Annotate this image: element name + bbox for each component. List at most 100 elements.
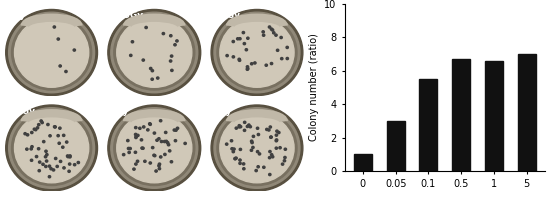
Circle shape [275,147,277,149]
Circle shape [111,12,198,93]
Circle shape [117,18,192,87]
Circle shape [214,12,300,93]
Circle shape [131,41,133,43]
Circle shape [257,151,259,153]
Circle shape [108,105,201,191]
Circle shape [149,123,151,125]
Circle shape [150,67,152,70]
Circle shape [158,163,161,165]
Circle shape [255,170,257,172]
Circle shape [15,18,89,87]
Circle shape [251,63,253,65]
Circle shape [250,149,253,151]
Circle shape [129,147,131,150]
Circle shape [163,140,166,143]
Circle shape [176,40,178,42]
Circle shape [42,140,45,143]
Circle shape [6,10,98,96]
Circle shape [149,162,151,164]
Circle shape [238,126,240,128]
Circle shape [39,161,41,163]
Circle shape [73,49,75,51]
Circle shape [42,163,44,165]
Circle shape [117,113,192,183]
Circle shape [160,156,162,158]
Circle shape [114,15,195,90]
Circle shape [47,123,49,126]
Circle shape [135,135,137,138]
Circle shape [284,148,286,150]
Circle shape [134,136,137,139]
Circle shape [239,126,242,128]
Circle shape [77,161,79,164]
Circle shape [251,141,253,144]
Circle shape [65,70,67,73]
Circle shape [49,165,51,167]
Circle shape [284,156,286,159]
Circle shape [273,32,275,34]
Circle shape [139,127,141,129]
Circle shape [57,135,59,137]
Circle shape [275,134,277,136]
Circle shape [249,126,252,128]
Circle shape [165,140,167,142]
Circle shape [59,65,61,67]
Circle shape [144,160,146,162]
Circle shape [278,132,280,134]
Text: 0Gy: 0Gy [7,11,26,20]
Circle shape [170,60,172,62]
Circle shape [217,110,297,185]
Circle shape [140,139,143,141]
Circle shape [286,58,288,60]
Circle shape [232,151,234,153]
Circle shape [165,131,167,134]
Circle shape [35,129,37,131]
Circle shape [234,157,237,160]
Circle shape [254,62,256,64]
Circle shape [238,58,240,60]
Circle shape [257,166,259,168]
Circle shape [220,18,294,87]
Circle shape [276,130,278,132]
Circle shape [170,161,172,163]
Circle shape [268,157,271,159]
Circle shape [141,147,143,149]
Circle shape [275,140,277,142]
Circle shape [269,126,272,128]
Circle shape [167,144,170,146]
Circle shape [271,29,274,31]
Circle shape [153,155,156,157]
Circle shape [243,129,246,131]
Circle shape [40,120,42,122]
Circle shape [252,146,254,148]
Circle shape [239,38,241,40]
Text: 0.1Gy: 0.1Gy [212,11,241,20]
Circle shape [243,43,246,45]
Circle shape [173,129,176,131]
Circle shape [152,146,154,149]
Circle shape [256,127,259,129]
Circle shape [246,68,248,70]
Circle shape [276,139,278,141]
Text: 1Gy: 1Gy [109,107,128,116]
Circle shape [248,124,250,126]
Circle shape [24,133,26,135]
Circle shape [69,163,71,165]
Circle shape [211,105,303,191]
Circle shape [184,142,186,144]
Circle shape [275,34,277,36]
Circle shape [239,162,241,164]
Circle shape [69,156,71,158]
Circle shape [211,10,303,96]
Circle shape [37,148,40,150]
Circle shape [134,133,137,136]
Circle shape [63,167,65,169]
Circle shape [108,10,201,96]
Circle shape [237,38,239,40]
Circle shape [245,49,248,51]
Circle shape [232,40,234,43]
Circle shape [175,129,177,131]
Circle shape [37,124,40,126]
Text: 5Gy: 5Gy [212,107,232,116]
Circle shape [134,127,137,129]
